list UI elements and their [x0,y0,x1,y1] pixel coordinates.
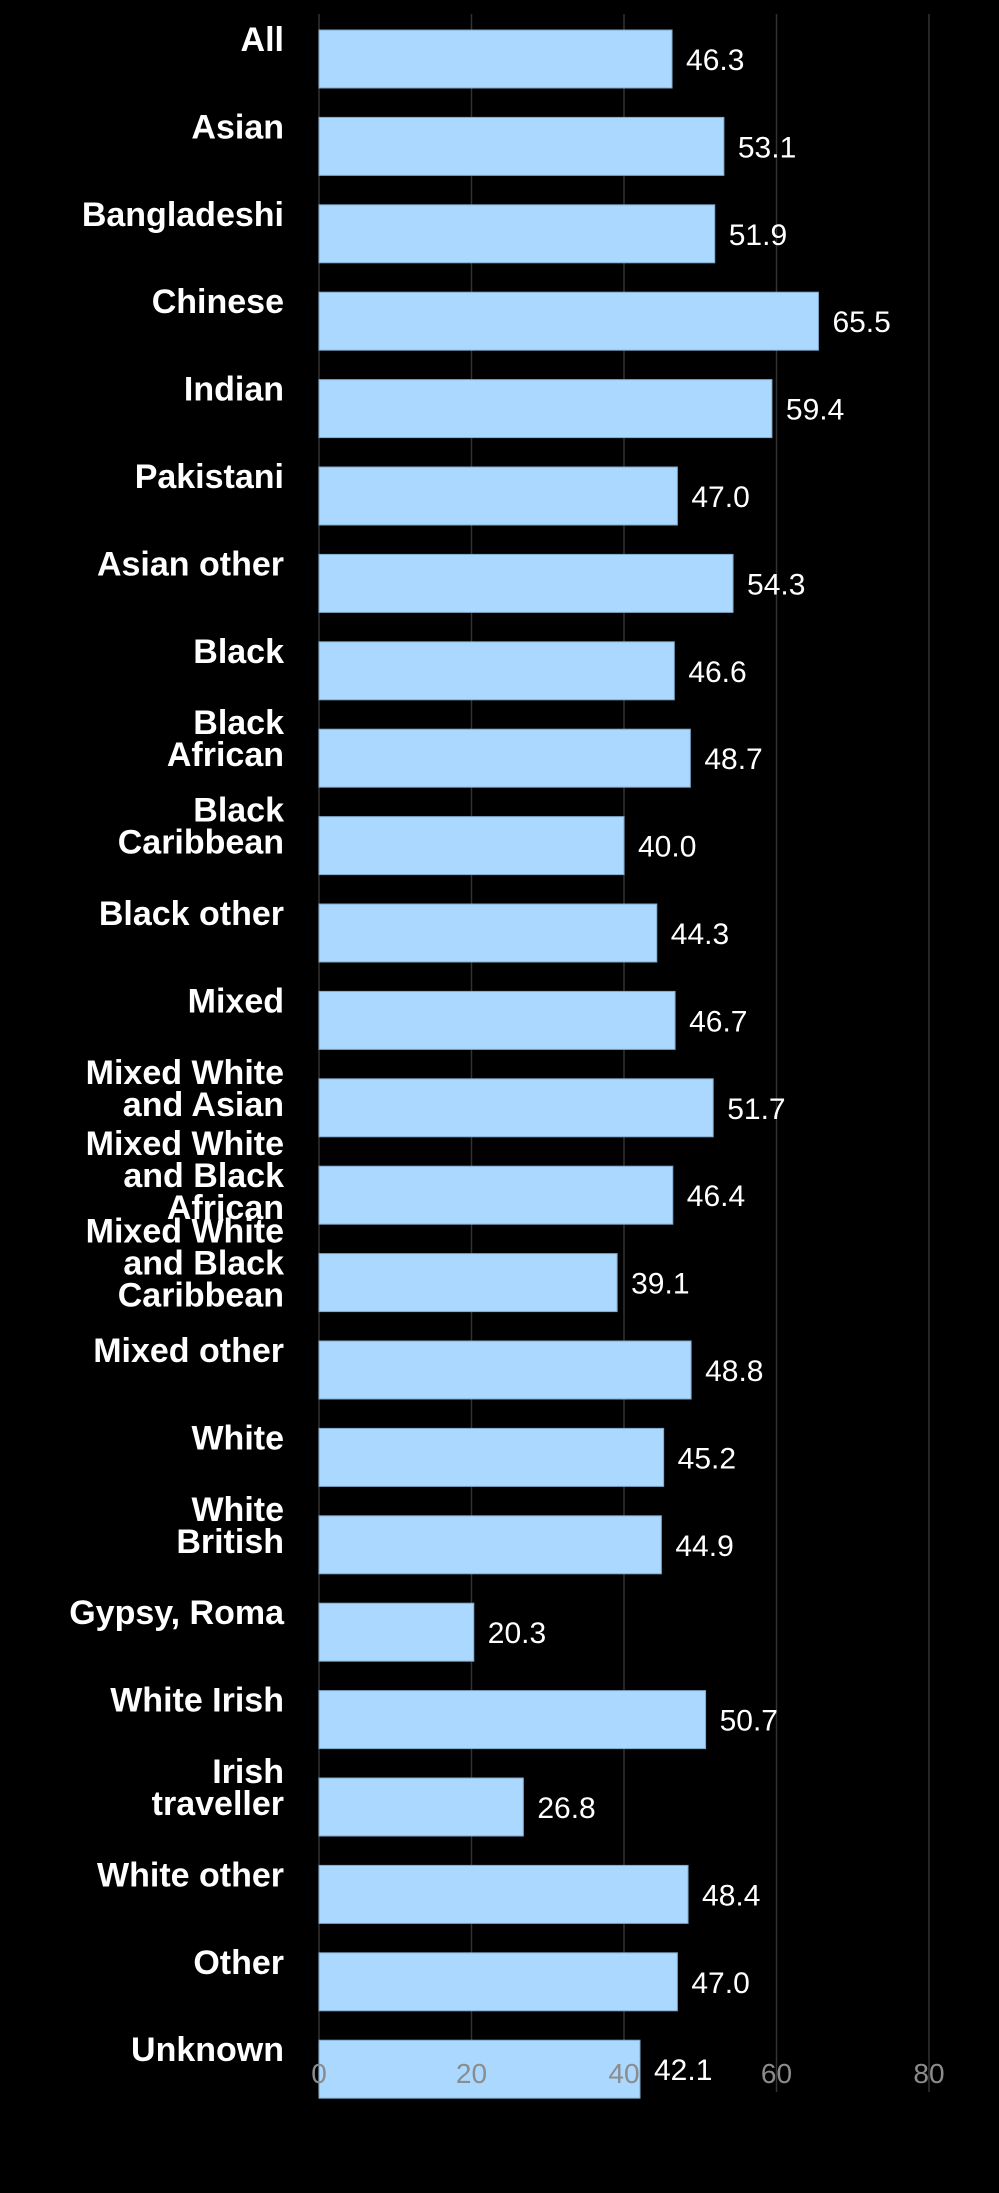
bar-15 [318,1340,692,1400]
bar-2 [318,204,716,264]
bar-22 [318,1952,678,2012]
bar-17 [318,1515,662,1575]
bar-16 [318,1427,665,1487]
bar-9 [318,816,625,876]
category-label-11: Mixed [188,982,284,1020]
bar-21 [318,1864,689,1924]
value-label-17: 44.9 [675,1530,733,1563]
category-label-5: Pakistani [135,458,284,496]
category-label-20: Irish traveller [152,1753,284,1823]
category-label-16: White [191,1419,284,1457]
value-label-2: 51.9 [729,219,787,252]
bar-6 [318,553,734,613]
category-label-22: Other [193,1944,284,1982]
x-tick-label-40: 40 [608,2058,639,2089]
category-label-10: Black other [99,895,284,933]
bar-7 [318,641,675,701]
category-label-7: Black [193,633,284,671]
value-labels: 46.3 53.1 51.9 65.5 59.4 47.0 54.3 46.6 48.7 40.0… [488,44,891,2087]
value-label-16: 45.2 [678,1442,736,1475]
bar-5 [318,466,678,526]
category-label-13: Mixed White and Black African [86,1125,284,1227]
bar-0 [318,29,673,89]
bar-23 [318,2039,641,2099]
bar-12 [318,1078,714,1138]
value-label-18: 20.3 [488,1617,546,1650]
category-label-4: Indian [184,371,284,409]
category-label-2: Bangladeshi [82,196,284,234]
x-tick-label-0: 0 [311,2058,327,2089]
x-tick-label-80: 80 [913,2058,944,2089]
category-label-14: Mixed White and Black Caribbean [86,1213,284,1315]
value-label-9: 40.0 [638,831,696,864]
bar-4 [318,379,773,439]
value-label-1: 53.1 [738,131,796,164]
category-label-9: Black Caribbean [118,792,284,862]
category-label-17: White British [176,1491,284,1561]
value-label-3: 65.5 [832,306,890,339]
category-label-12: Mixed White and Asian [86,1054,284,1124]
value-label-0: 46.3 [686,44,744,77]
category-labels: All Asian Bangladeshi Chinese Indian Pakistan… [69,21,285,2069]
bar-19 [318,1690,707,1750]
category-label-8: Black African [167,704,284,774]
bar-18 [318,1602,475,1662]
value-label-19: 50.7 [720,1705,778,1738]
category-label-19: White Irish [110,1682,284,1720]
value-label-22: 47.0 [691,1967,749,2000]
bar-8 [318,728,691,788]
value-label-4: 59.4 [786,394,844,427]
value-label-6: 54.3 [747,568,805,601]
bar-13 [318,1165,674,1225]
category-label-1: Asian [191,108,284,146]
category-label-15: Mixed other [93,1332,284,1370]
value-label-23: 42.1 [654,2054,712,2087]
value-label-13: 46.4 [687,1180,745,1213]
category-label-23: Unknown [131,2031,284,2069]
bar-10 [318,903,658,963]
value-label-8: 48.7 [704,743,762,776]
value-label-7: 46.6 [688,656,746,689]
bar-1 [318,116,725,176]
category-label-0: All [241,21,284,59]
bar-20 [318,1777,524,1837]
category-label-18: Gypsy, Roma [69,1594,285,1632]
value-label-21: 48.4 [702,1879,760,1912]
bars [318,29,819,2099]
bar-14 [318,1253,618,1313]
value-label-12: 51.7 [727,1093,785,1126]
value-label-5: 47.0 [691,481,749,514]
x-tick-label-60: 60 [761,2058,792,2089]
x-axis-ticks: 0 20 40 60 80 [311,2058,944,2089]
bar-3 [318,291,819,351]
category-label-21: White other [97,1856,284,1894]
value-label-14: 39.1 [631,1268,689,1301]
x-tick-label-20: 20 [456,2058,487,2089]
category-label-3: Chinese [152,283,284,321]
value-label-20: 26.8 [537,1792,595,1825]
value-label-10: 44.3 [671,918,729,951]
value-label-11: 46.7 [689,1005,747,1038]
bar-11 [318,990,676,1050]
category-label-6: Asian other [97,545,284,583]
value-label-15: 48.8 [705,1355,763,1388]
